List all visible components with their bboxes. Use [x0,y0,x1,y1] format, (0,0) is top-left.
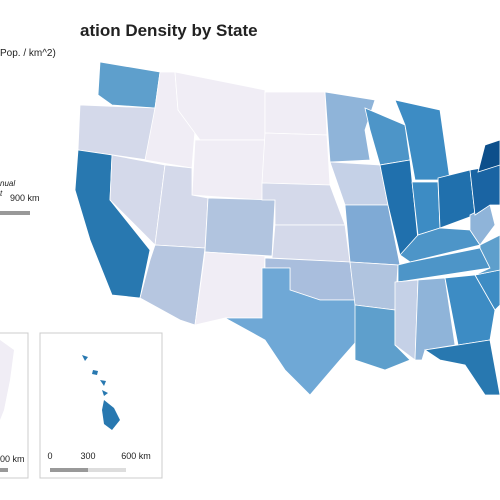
state [324,91,376,163]
scale-label: 0 [47,451,52,461]
state [474,234,500,276]
scale-label: 300 [80,451,95,461]
island [92,370,98,375]
scale-label: 00 km [0,454,25,464]
state [204,197,276,257]
map-title: ation Density by State [80,21,258,40]
hawaii-inset [39,332,163,479]
island [102,400,120,430]
scale-bar [0,468,8,472]
state [477,139,500,173]
hawaii [82,355,120,430]
state [349,261,399,311]
scale-label: 600 km [121,451,151,461]
side-note: nual [0,179,15,188]
state [394,279,419,361]
state [264,91,328,136]
island [82,355,88,361]
scale-label: 900 km [10,193,40,203]
island [102,390,108,396]
state [444,274,496,346]
island [100,380,106,386]
states [74,61,500,396]
state [224,267,363,396]
state [194,251,266,326]
state [271,224,351,263]
state [423,339,500,396]
state [261,132,331,186]
side-note: t [0,189,3,198]
scale-bar [50,468,88,472]
alaska [0,340,14,420]
map-subtitle: Pop. / km^2) [0,48,56,59]
scale-bar [0,211,30,215]
scale-bar [88,468,126,472]
state [97,61,161,109]
state [394,99,451,181]
alaska-inset [0,332,29,479]
state [191,139,266,201]
